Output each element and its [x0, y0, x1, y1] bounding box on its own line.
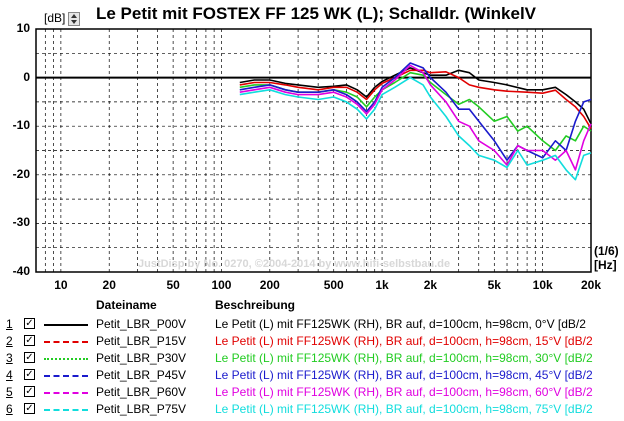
series-group — [239, 62, 592, 181]
y-tick-label: 10 — [16, 21, 30, 35]
x-tick-label: 50 — [166, 278, 180, 292]
legend-visibility-checkbox[interactable]: ✓ — [24, 318, 35, 329]
legend-filename: Petit_LBR_P45V — [96, 368, 187, 382]
y-tick-label: -40 — [12, 264, 30, 278]
legend-col-filename: Dateiname — [96, 298, 157, 312]
legend-description: Le Petit (L) mit FF125WK (RH), BR auf, d… — [215, 351, 593, 365]
legend-filename: Petit_LBR_P60V — [96, 385, 187, 399]
x-tick-label: 20 — [102, 278, 116, 292]
legend-row[interactable]: 6 ✓ Petit_LBR_P75V Le Petit (L) mit FF125WK… — [0, 401, 624, 418]
legend-col-description: Beschreibung — [215, 298, 296, 312]
watermark: JustDisp by No. 0270, ©2004-2014 by www.… — [138, 258, 451, 270]
legend-row-number[interactable]: 2 — [6, 334, 13, 348]
y-tick-label: -30 — [12, 215, 30, 230]
x-tick-label: 1k — [375, 278, 389, 292]
legend-line-sample — [44, 341, 88, 343]
y-scale-spinner[interactable] — [68, 12, 80, 26]
x-tick-label: 10 — [54, 278, 68, 292]
y-unit-label: [dB] — [44, 11, 66, 25]
series-line-petit-lbr-p15v — [239, 69, 592, 130]
legend-description: Le Petit (L) mit FF125WK (RH), BR auf, d… — [215, 334, 593, 348]
legend-visibility-checkbox[interactable]: ✓ — [24, 352, 35, 363]
y-tick-label: -10 — [12, 118, 30, 133]
x-unit-hz: [Hz] — [594, 258, 617, 272]
x-unit-smoothing: (1/6) — [594, 244, 619, 258]
x-tick-label: 500 — [323, 278, 344, 292]
legend-line-sample — [44, 324, 88, 326]
spin-down-icon[interactable] — [71, 20, 77, 24]
legend-line-sample — [44, 375, 88, 377]
legend-visibility-checkbox[interactable]: ✓ — [24, 403, 35, 414]
legend-row[interactable]: 5 ✓ Petit_LBR_P60V Le Petit (L) mit FF125WK… — [0, 384, 624, 401]
series-line-petit-lbr-p45v — [239, 62, 592, 161]
spin-up-icon[interactable] — [71, 14, 77, 18]
legend-description: Le Petit (L) mit FF125WK (RH), BR auf, d… — [215, 402, 593, 416]
legend-filename: Petit_LBR_P75V — [96, 402, 187, 416]
x-tick-label: 20k — [580, 278, 602, 292]
legend-line-sample — [44, 409, 88, 411]
legend-line-sample — [44, 358, 88, 360]
legend-row[interactable]: 2 ✓ Petit_LBR_P15V Le Petit (L) mit FF125WK… — [0, 333, 624, 350]
legend-row-number[interactable]: 1 — [6, 317, 13, 331]
legend-filename: Petit_LBR_P00V — [96, 317, 187, 331]
legend-description: Le Petit (L) mit FF125WK (RH), BR auf, d… — [215, 385, 593, 399]
chart-title: Le Petit mit FOSTEX FF 125 WK (L); Schal… — [96, 4, 537, 23]
legend-row-number[interactable]: 3 — [6, 351, 13, 365]
legend-description: Le Petit (L) mit FF125WK (RH), BR auf, d… — [215, 317, 586, 331]
legend-filename: Petit_LBR_P30V — [96, 351, 187, 365]
legend-filename: Petit_LBR_P15V — [96, 334, 187, 348]
x-tick-label: 10k — [532, 278, 553, 292]
legend-visibility-checkbox[interactable]: ✓ — [24, 386, 35, 397]
series-line-petit-lbr-p60v — [239, 64, 592, 171]
x-tick-label: 100 — [211, 278, 232, 292]
legend-row-number[interactable]: 4 — [6, 368, 13, 382]
x-tick-label: 2k — [423, 278, 438, 292]
legend-row[interactable]: 3 ✓ Petit_LBR_P30V Le Petit (L) mit FF125WK… — [0, 350, 624, 367]
x-unit-label: (1/6) [Hz] — [594, 244, 619, 272]
legend-visibility-checkbox[interactable]: ✓ — [24, 369, 35, 380]
y-tick-label: -20 — [12, 166, 30, 181]
legend-description: Le Petit (L) mit FF125WK (RH), BR auf, d… — [215, 368, 593, 382]
legend-row-number[interactable]: 5 — [6, 385, 13, 399]
x-tick-label: 200 — [259, 278, 280, 292]
y-tick-label: 0 — [23, 69, 30, 84]
legend-row[interactable]: 1 ✓ Petit_LBR_P00V Le Petit (L) mit FF125WK… — [0, 316, 624, 333]
legend-line-sample — [44, 392, 88, 394]
x-tick-label: 5k — [487, 278, 501, 292]
legend-visibility-checkbox[interactable]: ✓ — [24, 335, 35, 346]
series-line-petit-lbr-p75v — [239, 76, 592, 181]
legend-row-number[interactable]: 6 — [6, 402, 13, 416]
legend-row[interactable]: 4 ✓ Petit_LBR_P45V Le Petit (L) mit FF125WK… — [0, 367, 624, 384]
